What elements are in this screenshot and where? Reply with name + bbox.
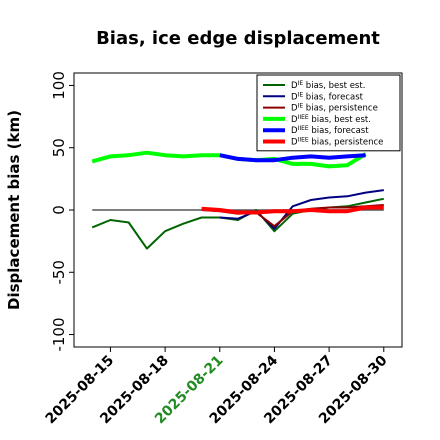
series-line-2 (219, 189, 384, 230)
y-axis: -100 -50 0 50 100 (50, 71, 74, 352)
legend-entry: DIIEE bias, best est. (291, 114, 371, 125)
y-axis-label: Displacement bias (km) (5, 110, 23, 310)
series-line-6 (201, 205, 384, 215)
legend-entry: DIIEE bias, persistence (291, 137, 383, 148)
legend-entry: DIIEE bias, forecast (291, 125, 369, 136)
series-line-5 (219, 153, 366, 163)
chart-title: Bias, ice edge displacement (96, 28, 380, 49)
y-tick-label: -50 (50, 260, 68, 285)
legend-box (256, 74, 401, 152)
y-tick-label: 0 (50, 205, 68, 215)
y-tick-label: 50 (50, 138, 68, 157)
y-tick-label: 100 (50, 71, 68, 100)
legend-entry: DIE bias, persistence (291, 103, 378, 114)
y-tick-label: -100 (50, 318, 68, 352)
x-axis: 2025-08-152025-08-182025-08-212025-08-24… (43, 347, 391, 427)
legend-entry: DIE bias, best est. (291, 80, 365, 91)
legend: DIE bias, best est.DIE bias, forecastDIE… (256, 74, 401, 152)
legend-entry: DIE bias, forecast (291, 91, 364, 102)
